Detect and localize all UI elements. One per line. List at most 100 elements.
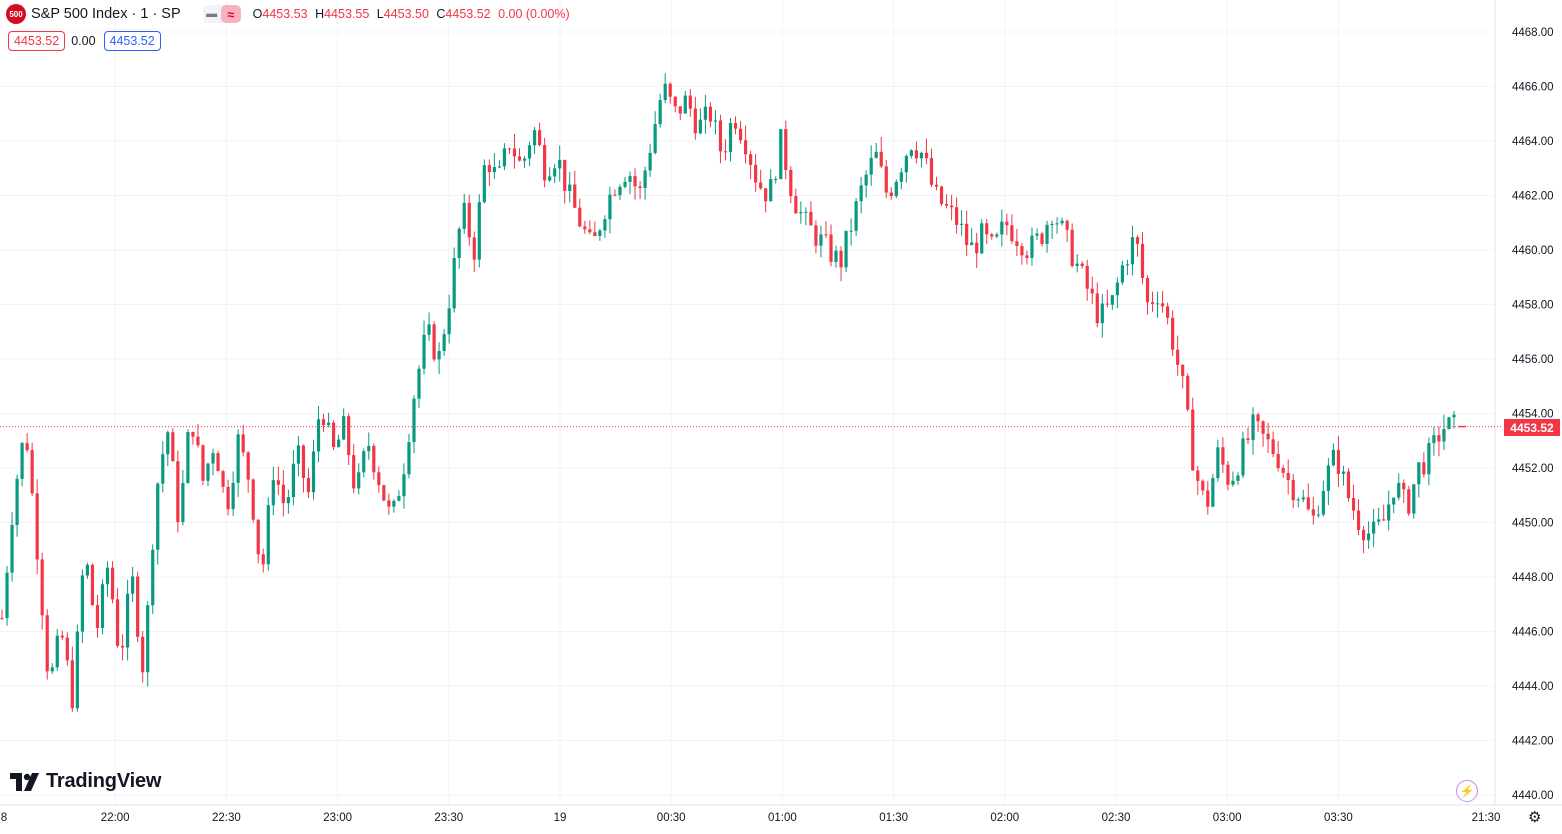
candle-body xyxy=(1035,233,1039,236)
candle-body xyxy=(462,202,466,229)
candle-body xyxy=(814,225,818,246)
candle-body xyxy=(512,148,517,157)
gear-icon[interactable]: ⚙ xyxy=(1528,809,1542,826)
candle-body xyxy=(784,129,788,170)
candle-body xyxy=(201,445,205,481)
candle-body xyxy=(1171,317,1175,350)
symbol-title[interactable]: S&P 500 Index · 1 · SP xyxy=(31,6,181,22)
candle-body xyxy=(1311,509,1315,516)
compare-icon[interactable]: ≈ xyxy=(220,5,241,23)
candle-body xyxy=(392,500,396,507)
y-tick-label: 4462.00 xyxy=(1512,191,1554,203)
candle-body xyxy=(678,106,682,114)
candle-body xyxy=(342,416,346,440)
candle-body xyxy=(1025,255,1029,258)
candle-body xyxy=(1201,480,1205,491)
candle-body xyxy=(1316,514,1320,516)
candle-body xyxy=(1402,482,1406,490)
candle-body xyxy=(854,201,858,231)
candle-body xyxy=(960,223,964,225)
candle-body xyxy=(1261,421,1265,434)
candle-body xyxy=(261,554,265,565)
candle-body xyxy=(266,505,270,565)
candle-body xyxy=(688,95,692,109)
candle-body xyxy=(573,184,577,208)
candle-body xyxy=(231,482,235,510)
candle-body xyxy=(965,223,969,246)
candle-body xyxy=(221,471,225,487)
candle-body xyxy=(141,636,145,673)
x-tick-label: 02:00 xyxy=(990,812,1019,824)
chart-type-pill[interactable]: ▬ ≈ xyxy=(202,5,241,23)
candle-body xyxy=(1115,282,1119,296)
x-tick-label: 02:30 xyxy=(1102,812,1131,824)
candle-body xyxy=(648,152,652,171)
candle-body xyxy=(1090,288,1094,294)
tradingview-logo[interactable]: TradingView xyxy=(10,770,161,793)
candle-body xyxy=(939,186,944,204)
candle-body xyxy=(728,123,733,152)
candle-body xyxy=(869,157,873,175)
candle-body xyxy=(176,461,180,523)
candle-body xyxy=(668,83,672,97)
candle-body xyxy=(643,170,647,188)
candle-body xyxy=(733,123,738,129)
candle-body xyxy=(442,334,446,352)
candle-body xyxy=(663,83,667,100)
candle-body xyxy=(764,188,768,202)
candle-body xyxy=(1216,447,1220,479)
candle-body xyxy=(1331,449,1336,466)
candle-body xyxy=(1417,462,1421,485)
y-tick-label: 4468.00 xyxy=(1512,27,1554,39)
candle-body xyxy=(321,419,326,426)
candle-body xyxy=(1010,225,1014,242)
candle-body xyxy=(1281,468,1285,473)
candle-body xyxy=(316,419,321,452)
candle-body xyxy=(894,181,898,197)
candle-body xyxy=(653,124,657,153)
candle-body xyxy=(1050,223,1054,225)
candle-body xyxy=(166,432,170,455)
bars-icon[interactable]: ▬ xyxy=(206,8,218,20)
y-tick-label: 4450.00 xyxy=(1512,518,1554,530)
candle-body xyxy=(1291,480,1295,501)
candle-body xyxy=(30,450,34,494)
candle-body xyxy=(1427,443,1431,475)
candle-body xyxy=(849,230,853,232)
candle-body xyxy=(1015,241,1019,246)
candle-body xyxy=(759,182,763,189)
candle-body xyxy=(537,130,542,146)
price-axis[interactable]: 4440.00 4442.00 4444.00 4446.00 4448.00 4450.… xyxy=(1512,27,1554,802)
candle-body xyxy=(1407,489,1411,514)
candle-body xyxy=(598,230,602,236)
candle-body xyxy=(693,108,697,134)
candle-body xyxy=(1432,435,1436,444)
time-axis[interactable]: 8 22:00 22:30 23:00 23:30 19 00:30 01:00 01:30 02… xyxy=(1,812,1501,824)
candle-body xyxy=(432,324,436,360)
bid-ask-row: 4453.52 0.00 4453.52 xyxy=(8,31,167,51)
candle-body xyxy=(1181,364,1185,376)
close-value: 4453.52 xyxy=(445,7,491,21)
candle-body xyxy=(55,635,59,668)
candle-body xyxy=(980,223,984,254)
bolt-icon[interactable]: ⚡ xyxy=(1456,780,1478,802)
chart-header: 500 S&P 500 Index · 1 · SP ▬ ≈ O4453.53 … xyxy=(6,4,574,24)
candle-body xyxy=(1221,447,1225,465)
candle-body xyxy=(10,524,14,573)
candle-body xyxy=(1351,498,1356,511)
candle-body xyxy=(146,605,150,673)
ask-price-box[interactable]: 4453.52 xyxy=(103,31,161,51)
candle-body xyxy=(136,576,140,637)
candle-body xyxy=(427,324,431,335)
candle-body xyxy=(226,486,230,510)
candle-body xyxy=(673,96,677,107)
candle-body xyxy=(703,106,707,120)
candle-body xyxy=(1055,223,1059,225)
candle-body xyxy=(1341,471,1346,474)
candle-body xyxy=(95,605,100,628)
candle-body xyxy=(492,167,496,173)
bid-price-box[interactable]: 4453.52 xyxy=(8,31,66,51)
high-label: H xyxy=(315,7,325,21)
index-logo[interactable]: 500 xyxy=(6,4,26,24)
